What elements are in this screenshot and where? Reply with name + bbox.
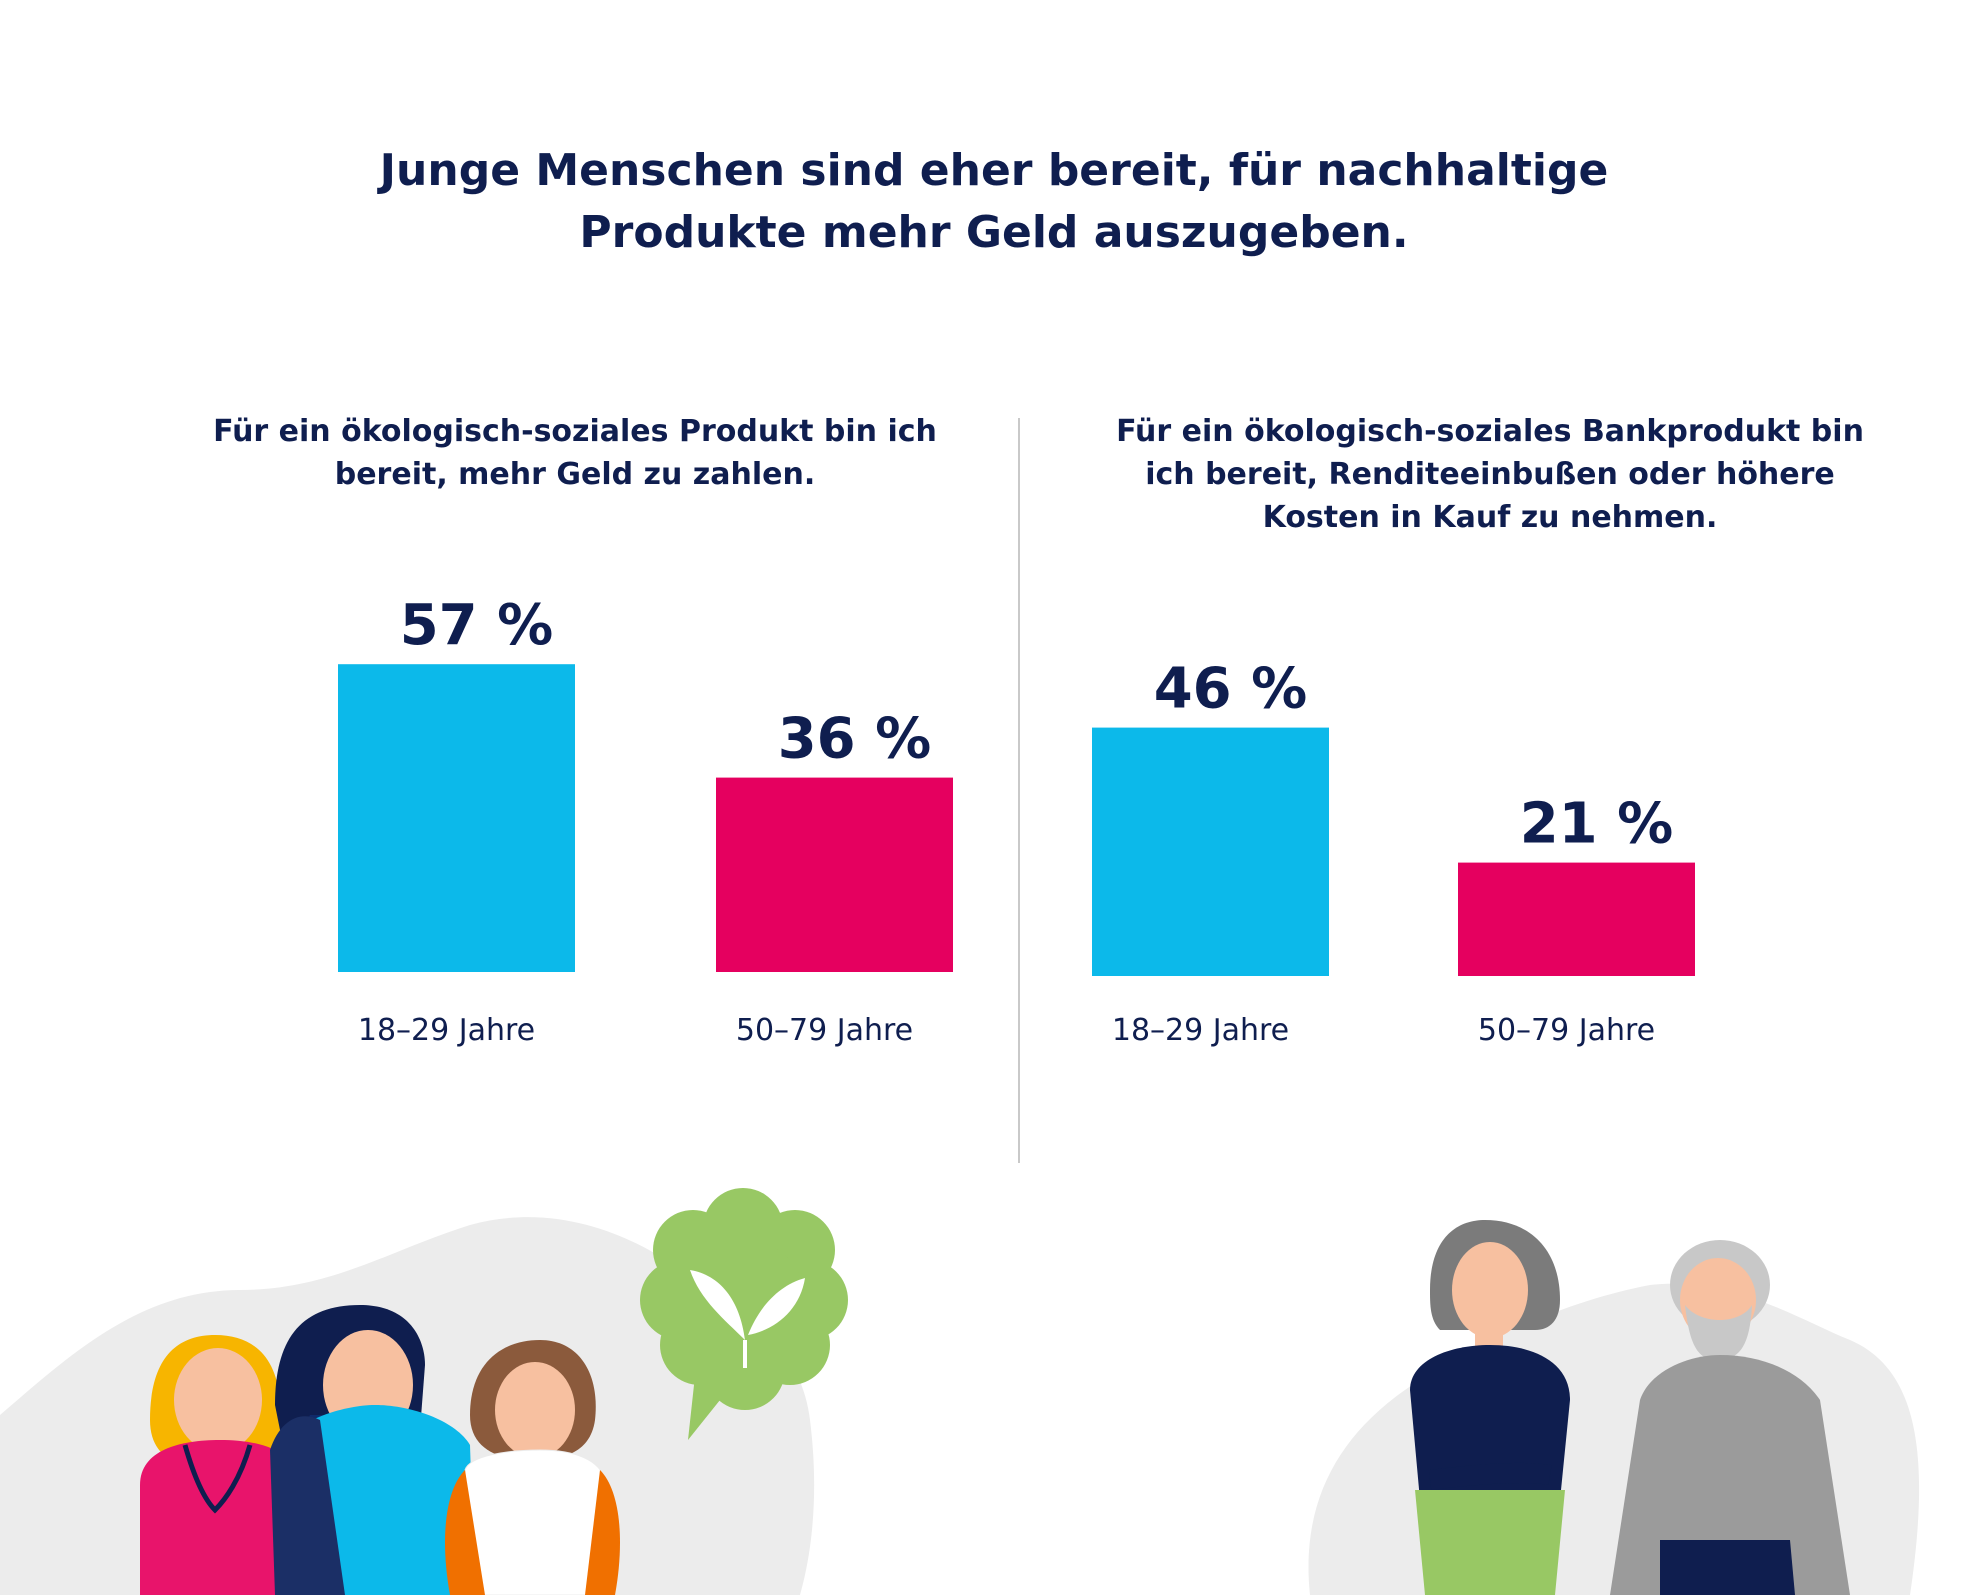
chart-1-category-label-2: 50–79 Jahre xyxy=(736,1013,913,1048)
senior-couple xyxy=(1308,1220,1920,1595)
chart-1-bar-1 xyxy=(338,664,575,972)
chart-1-bar-2 xyxy=(716,777,953,972)
chart-1-value-label-2: 36 % xyxy=(778,707,932,772)
chart-1-value-label-1: 57 % xyxy=(400,593,554,658)
chart-2-title: Für ein ökologisch-soziales Bankprodukt … xyxy=(1116,414,1864,535)
young-people-group xyxy=(0,1217,815,1595)
chart-2-bar-2 xyxy=(1458,862,1695,976)
chart-2-bar-1 xyxy=(1092,727,1329,976)
page-title: Junge Menschen sind eher bereit, für nac… xyxy=(379,145,1609,258)
chart-2-category-label-2: 50–79 Jahre xyxy=(1478,1013,1655,1048)
leaf-speech-bubble-icon xyxy=(640,1188,848,1440)
chart-1-title: Für ein ökologisch-soziales Produkt bin … xyxy=(213,414,937,492)
chart-2-category-label-1: 18–29 Jahre xyxy=(1112,1013,1289,1048)
chart-2-value-label-2: 21 % xyxy=(1520,792,1674,857)
chart-1-category-label-1: 18–29 Jahre xyxy=(358,1013,535,1048)
panel-divider xyxy=(1018,418,1020,1163)
chart-2-value-label-1: 46 % xyxy=(1154,657,1308,722)
